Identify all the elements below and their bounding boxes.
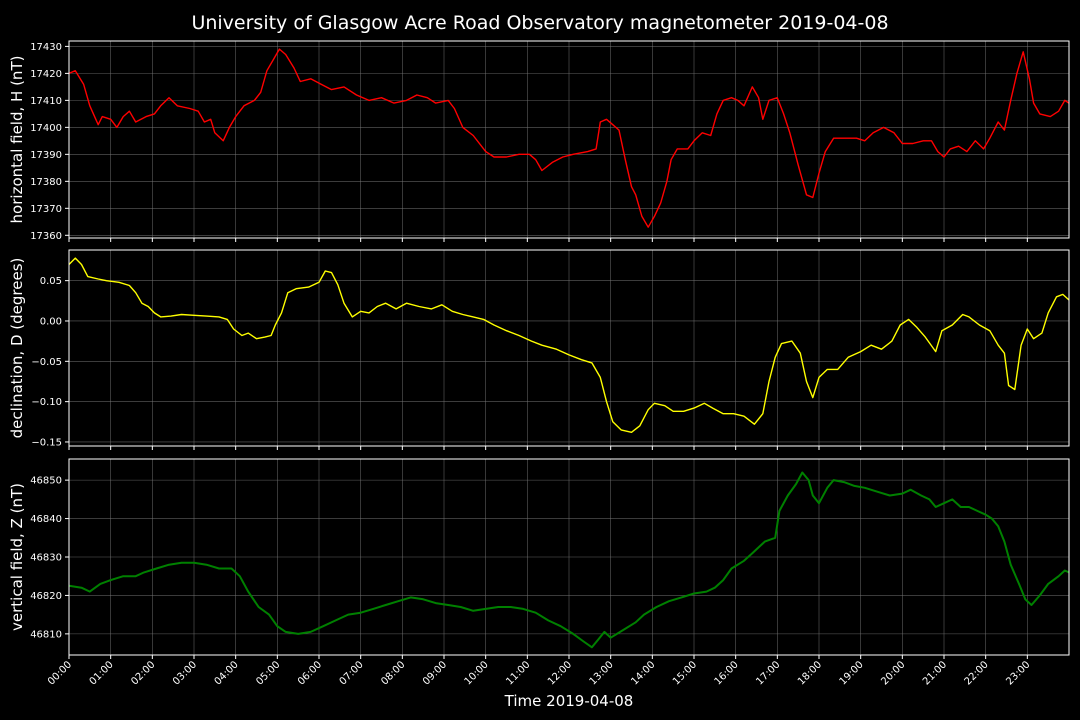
y-tick-label: −0.05 xyxy=(31,357,62,368)
x-tick-label: 12:00 xyxy=(546,659,574,687)
x-tick-label: 04:00 xyxy=(213,659,241,687)
x-tick-label: 18:00 xyxy=(796,659,824,687)
x-tick-label: 21:00 xyxy=(921,659,949,687)
panel-3: 46810 46820 46830 46840 46850 vertical field,… xyxy=(8,458,1070,659)
x-tick-label: 11:00 xyxy=(504,659,532,687)
y-tick-label: −0.10 xyxy=(31,397,62,408)
series-line xyxy=(68,471,1070,649)
y-tick-label: 17410 xyxy=(30,96,62,107)
x-tick-label: 20:00 xyxy=(879,659,907,687)
x-axis-label: Time 2019-04-08 xyxy=(504,692,634,710)
x-tick-label: 01:00 xyxy=(88,659,116,687)
x-tick-label: 06:00 xyxy=(296,659,324,687)
y-axis-label: horizontal field, H (nT) xyxy=(8,56,26,224)
chart-title: University of Glasgow Acre Road Observat… xyxy=(191,12,888,34)
y-tick-label: 0.05 xyxy=(40,276,62,287)
x-tick-label: 00:00 xyxy=(46,659,74,687)
series-line xyxy=(68,257,1070,433)
y-tick-label: 46850 xyxy=(30,476,62,487)
y-tick-label: 17360 xyxy=(30,231,62,242)
x-tick-label: 05:00 xyxy=(254,659,282,687)
chart-panels: 17360 17370 17380 17390 17400 17410 17420 17430… xyxy=(8,40,1070,659)
y-tick-label: 17370 xyxy=(30,204,62,215)
x-tick-label: 07:00 xyxy=(338,659,366,687)
y-tick-label: 17420 xyxy=(30,69,62,80)
y-tick-label: 0.00 xyxy=(40,316,62,327)
y-tick-label: 17380 xyxy=(30,177,62,188)
x-tick-label: 22:00 xyxy=(963,659,991,687)
x-tick-label: 16:00 xyxy=(713,659,741,687)
series-line xyxy=(68,48,1070,228)
x-tick-label: 10:00 xyxy=(463,659,491,687)
panel-frame xyxy=(68,40,1070,239)
x-tick-label: 02:00 xyxy=(129,659,157,687)
y-tick-label: 17390 xyxy=(30,150,62,161)
y-tick-label: 46820 xyxy=(30,591,62,602)
x-tick-label: 08:00 xyxy=(379,659,407,687)
y-axis-label: declination, D (degrees) xyxy=(8,258,26,439)
y-tick-label: −0.15 xyxy=(31,437,62,448)
y-tick-label: 46840 xyxy=(30,514,62,525)
panel-frame xyxy=(68,458,1070,656)
x-tick-label: 19:00 xyxy=(838,659,866,687)
x-tick-label: 14:00 xyxy=(629,659,657,687)
x-tick-label: 17:00 xyxy=(754,659,782,687)
panel-frame xyxy=(68,249,1070,447)
y-tick-label: 17400 xyxy=(30,123,62,134)
x-tick-label: 23:00 xyxy=(1004,659,1032,687)
panel-2: −0.15 −0.10 −0.05 0.00 0.05 declination, D (d… xyxy=(8,249,1070,450)
x-tick-label: 15:00 xyxy=(671,659,699,687)
x-tick-label: 03:00 xyxy=(171,659,199,687)
y-tick-label: 46830 xyxy=(30,553,62,564)
x-tick-label: 13:00 xyxy=(588,659,616,687)
y-tick-label: 17430 xyxy=(30,42,62,53)
panel-1: 17360 17370 17380 17390 17400 17410 17420 17430… xyxy=(8,40,1070,242)
x-axis-ticks: 00:00 01:00 02:00 03:00 04:00 05:00 06:00 07:00… xyxy=(46,659,1032,687)
x-tick-label: 09:00 xyxy=(421,659,449,687)
y-axis-label: vertical field, Z (nT) xyxy=(8,483,26,631)
y-tick-label: 46810 xyxy=(30,629,62,640)
